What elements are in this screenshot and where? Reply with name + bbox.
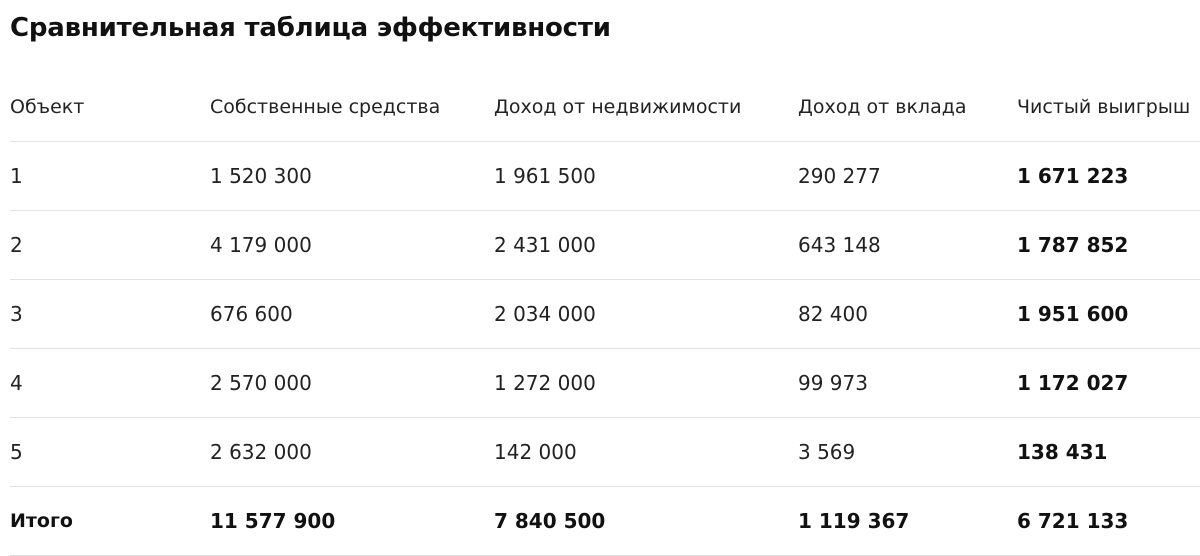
cell-property-income: 2 034 000 [494, 279, 798, 349]
column-header-net-gain: Чистый выигрыш [1017, 72, 1200, 142]
table-row: 1 1 520 300 1 961 500 290 277 1 671 223 [10, 141, 1200, 211]
total-net-gain: 6 721 133 [1017, 486, 1200, 556]
cell-deposit-income: 3 569 [798, 417, 1017, 487]
cell-own-funds: 2 570 000 [210, 348, 494, 418]
table-total-row: Итого 11 577 900 7 840 500 1 119 367 6 7… [10, 486, 1200, 556]
column-header-own-funds: Собственные средства [210, 72, 494, 142]
cell-object: 4 [10, 348, 210, 418]
cell-net-gain: 1 671 223 [1017, 141, 1200, 211]
table-row: 3 676 600 2 034 000 82 400 1 951 600 [10, 279, 1200, 349]
cell-net-gain: 1 951 600 [1017, 279, 1200, 349]
cell-net-gain: 138 431 [1017, 417, 1200, 487]
cell-own-funds: 1 520 300 [210, 141, 494, 211]
cell-own-funds: 4 179 000 [210, 210, 494, 280]
page-title: Сравнительная таблица эффективности [10, 13, 611, 43]
cell-property-income: 2 431 000 [494, 210, 798, 280]
column-header-property-income: Доход от недвижимости [494, 72, 798, 142]
cell-deposit-income: 290 277 [798, 141, 1017, 211]
cell-deposit-income: 99 973 [798, 348, 1017, 418]
cell-property-income: 1 272 000 [494, 348, 798, 418]
total-label: Итого [10, 486, 210, 556]
cell-object: 2 [10, 210, 210, 280]
table-row: 5 2 632 000 142 000 3 569 138 431 [10, 417, 1200, 487]
total-own-funds: 11 577 900 [210, 486, 494, 556]
table-row: 2 4 179 000 2 431 000 643 148 1 787 852 [10, 210, 1200, 280]
cell-net-gain: 1 787 852 [1017, 210, 1200, 280]
cell-object: 5 [10, 417, 210, 487]
total-deposit-income: 1 119 367 [798, 486, 1017, 556]
efficiency-table: Объект Собственные средства Доход от нед… [10, 72, 1200, 556]
cell-object: 3 [10, 279, 210, 349]
column-header-object: Объект [10, 72, 210, 142]
cell-net-gain: 1 172 027 [1017, 348, 1200, 418]
column-header-deposit-income: Доход от вклада [798, 72, 1017, 142]
cell-own-funds: 676 600 [210, 279, 494, 349]
cell-deposit-income: 82 400 [798, 279, 1017, 349]
cell-object: 1 [10, 141, 210, 211]
cell-property-income: 1 961 500 [494, 141, 798, 211]
total-property-income: 7 840 500 [494, 486, 798, 556]
cell-own-funds: 2 632 000 [210, 417, 494, 487]
table-row: 4 2 570 000 1 272 000 99 973 1 172 027 [10, 348, 1200, 418]
table-header-row: Объект Собственные средства Доход от нед… [10, 72, 1200, 142]
cell-deposit-income: 643 148 [798, 210, 1017, 280]
cell-property-income: 142 000 [494, 417, 798, 487]
